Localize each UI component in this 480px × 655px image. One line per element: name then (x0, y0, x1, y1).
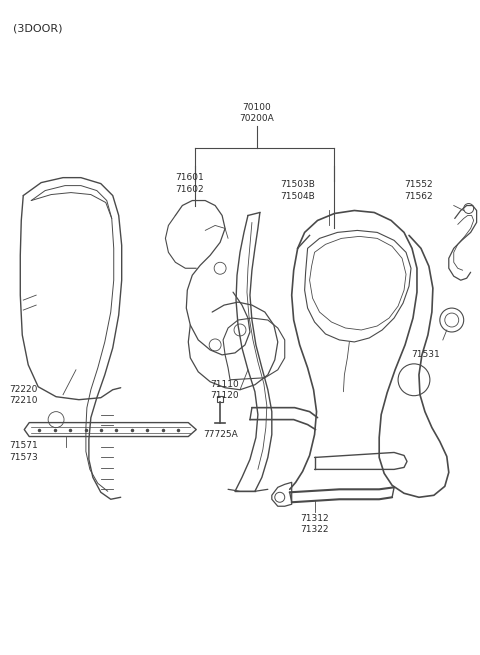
Text: (3DOOR): (3DOOR) (13, 24, 63, 33)
Text: 71601
71602: 71601 71602 (175, 174, 204, 194)
Text: 71110
71120: 71110 71120 (210, 380, 239, 400)
Text: 71503B
71504B: 71503B 71504B (280, 180, 315, 200)
Text: 71552
71562: 71552 71562 (404, 180, 432, 200)
Text: 70100
70200A: 70100 70200A (240, 103, 274, 123)
Text: 77725A: 77725A (203, 430, 238, 439)
Text: 71312
71322: 71312 71322 (300, 514, 329, 534)
Text: 71531: 71531 (411, 350, 440, 360)
Text: 72220
72210: 72220 72210 (9, 384, 38, 405)
Text: 71571
71573: 71571 71573 (9, 441, 38, 462)
